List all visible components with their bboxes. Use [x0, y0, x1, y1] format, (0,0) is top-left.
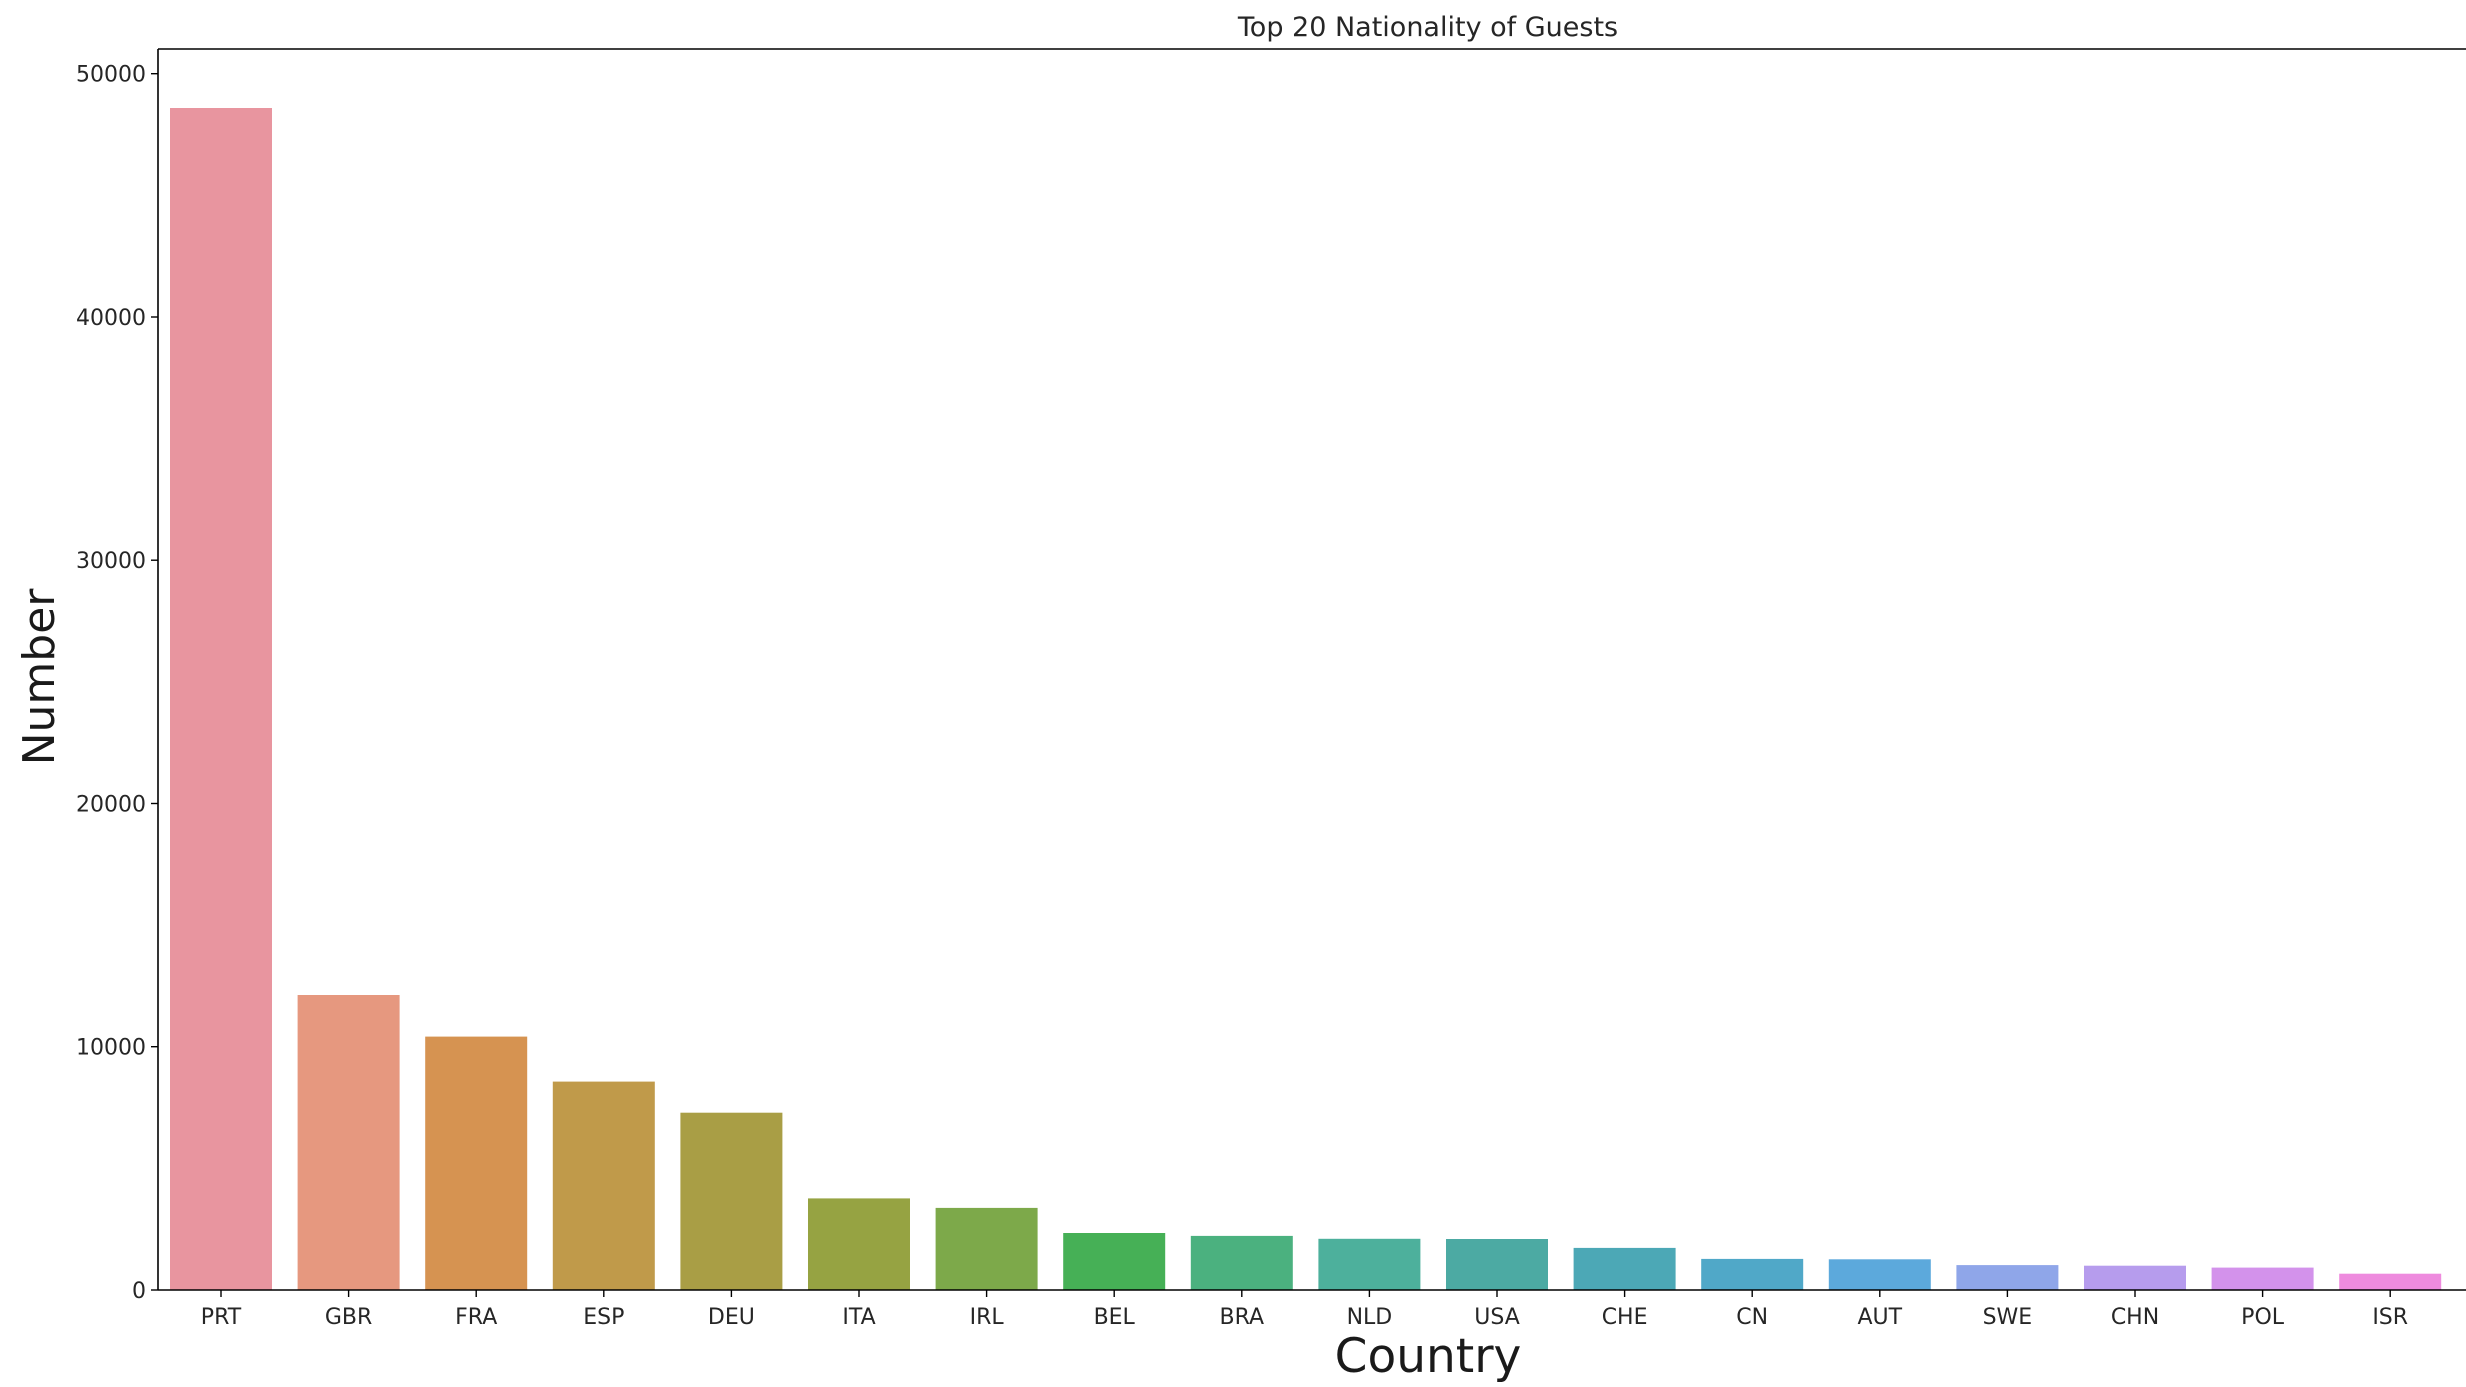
x-tick-label: POL — [2241, 1305, 2285, 1330]
x-tick-label: PRT — [201, 1305, 242, 1330]
y-tick-label: 0 — [132, 1279, 146, 1304]
y-axis-ticks: 0 10000 20000 30000 40000 50000 — [76, 63, 158, 1304]
bar-fra — [425, 1036, 528, 1290]
x-tick-label: CN — [1736, 1305, 1768, 1330]
x-tick-label: ISR — [2372, 1305, 2408, 1330]
bar-isr — [2339, 1273, 2442, 1290]
bar-gbr — [297, 995, 400, 1290]
bar-irl — [935, 1207, 1038, 1290]
x-tick-label: ITA — [842, 1305, 875, 1330]
bar-esp — [552, 1081, 655, 1290]
y-tick-label: 30000 — [76, 549, 146, 574]
bar-bra — [1190, 1235, 1293, 1290]
x-tick-label: BRA — [1220, 1305, 1265, 1330]
bar-nld — [1318, 1238, 1421, 1290]
x-tick-label: GBR — [325, 1305, 372, 1330]
x-axis-label: Country — [1335, 1329, 1522, 1384]
bar-cn — [1701, 1258, 1804, 1290]
y-axis-label: Number — [14, 588, 65, 766]
y-tick-label: 20000 — [76, 793, 146, 818]
x-tick-label: BEL — [1094, 1305, 1136, 1330]
x-tick-label: CHE — [1602, 1305, 1648, 1330]
bar-chn — [2084, 1265, 2186, 1290]
bar-prt — [170, 108, 272, 1290]
x-axis-ticks: PRT GBR FRA ESP DEU ITA IRL BEL BRA NLD USA CHE CN AU… — [201, 1290, 2408, 1330]
x-tick-label: DEU — [708, 1305, 755, 1330]
bar-bel — [1063, 1233, 1166, 1290]
x-tick-label: IRL — [970, 1305, 1005, 1330]
bar-swe — [1956, 1265, 2059, 1290]
y-tick-label: 50000 — [76, 63, 146, 88]
x-tick-label: USA — [1474, 1305, 1520, 1330]
bar-usa — [1446, 1239, 1548, 1290]
bar-deu — [680, 1112, 783, 1290]
bar-pol — [2211, 1267, 2314, 1290]
bar-che — [1573, 1247, 1676, 1290]
y-tick-label: 10000 — [76, 1036, 146, 1061]
x-tick-label: CHN — [2111, 1305, 2159, 1330]
x-tick-label: AUT — [1858, 1305, 1903, 1330]
bars-group — [170, 108, 2442, 1290]
x-tick-label: ESP — [583, 1305, 624, 1330]
x-tick-label: NLD — [1347, 1305, 1393, 1330]
x-tick-label: SWE — [1983, 1305, 2033, 1330]
x-tick-label: FRA — [455, 1305, 497, 1330]
bar-aut — [1828, 1259, 1931, 1290]
chart-title: Top 20 Nationality of Guests — [1237, 12, 1618, 43]
bar-ita — [808, 1198, 910, 1290]
y-tick-label: 40000 — [76, 306, 146, 331]
